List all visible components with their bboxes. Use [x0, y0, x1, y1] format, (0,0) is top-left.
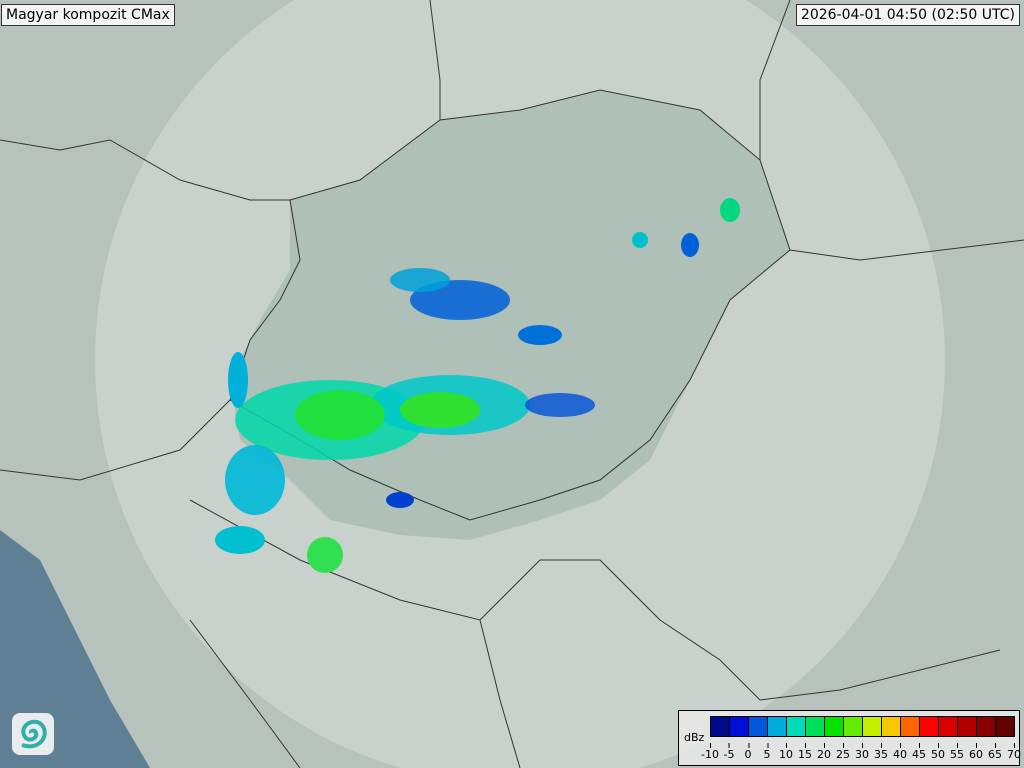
legend-swatch [806, 717, 825, 736]
legend-swatch [730, 717, 749, 736]
legend-tick-label: -10 [701, 743, 719, 761]
legend-tick-label: 15 [798, 743, 812, 761]
legend-tick-label: 40 [893, 743, 907, 761]
legend-tick-label: 65 [988, 743, 1002, 761]
legend-color-bar [710, 716, 1015, 737]
legend-tick-label: 45 [912, 743, 926, 761]
legend-swatch [901, 717, 920, 736]
legend-tick-label: 30 [855, 743, 869, 761]
legend-tick-label: -5 [724, 743, 734, 761]
radar-echoes [215, 198, 740, 573]
legend-swatch [768, 717, 787, 736]
legend-swatch [787, 717, 806, 736]
legend-tick-label: 70 [1007, 743, 1021, 761]
legend-ticks: -10 -5 0 5 10 15 20 25 30 35 40 45 50 55 60 65 70 [701, 743, 1021, 763]
legend-tick-label: 5 [764, 743, 771, 761]
legend-swatch [920, 717, 939, 736]
legend-swatch [844, 717, 863, 736]
legend-swatch [749, 717, 768, 736]
legend-swatch [882, 717, 901, 736]
product-title: Magyar kompozit CMax [1, 4, 175, 26]
legend-swatch [863, 717, 882, 736]
legend-unit: dBz [684, 731, 705, 744]
legend-swatch [958, 717, 977, 736]
legend-swatch [711, 717, 730, 736]
dbz-legend: dBz -10 -5 0 5 10 15 20 25 30 35 40 45 50 55 60 65 70 [678, 710, 1021, 766]
swirl-logo-icon [12, 713, 54, 755]
legend-swatch [977, 717, 996, 736]
legend-tick-label: 60 [969, 743, 983, 761]
legend-swatch [825, 717, 844, 736]
timestamp: 2026-04-01 04:50 (02:50 UTC) [795, 4, 1020, 26]
legend-tick-label: 20 [817, 743, 831, 761]
legend-tick-label: 0 [745, 743, 752, 761]
legend-tick-label: 25 [836, 743, 850, 761]
legend-tick-label: 50 [931, 743, 945, 761]
legend-swatch [939, 717, 958, 736]
adriatic-sea [0, 530, 150, 768]
legend-swatch [996, 717, 1014, 736]
legend-tick-label: 35 [874, 743, 888, 761]
legend-tick-label: 55 [950, 743, 964, 761]
legend-tick-label: 10 [779, 743, 793, 761]
